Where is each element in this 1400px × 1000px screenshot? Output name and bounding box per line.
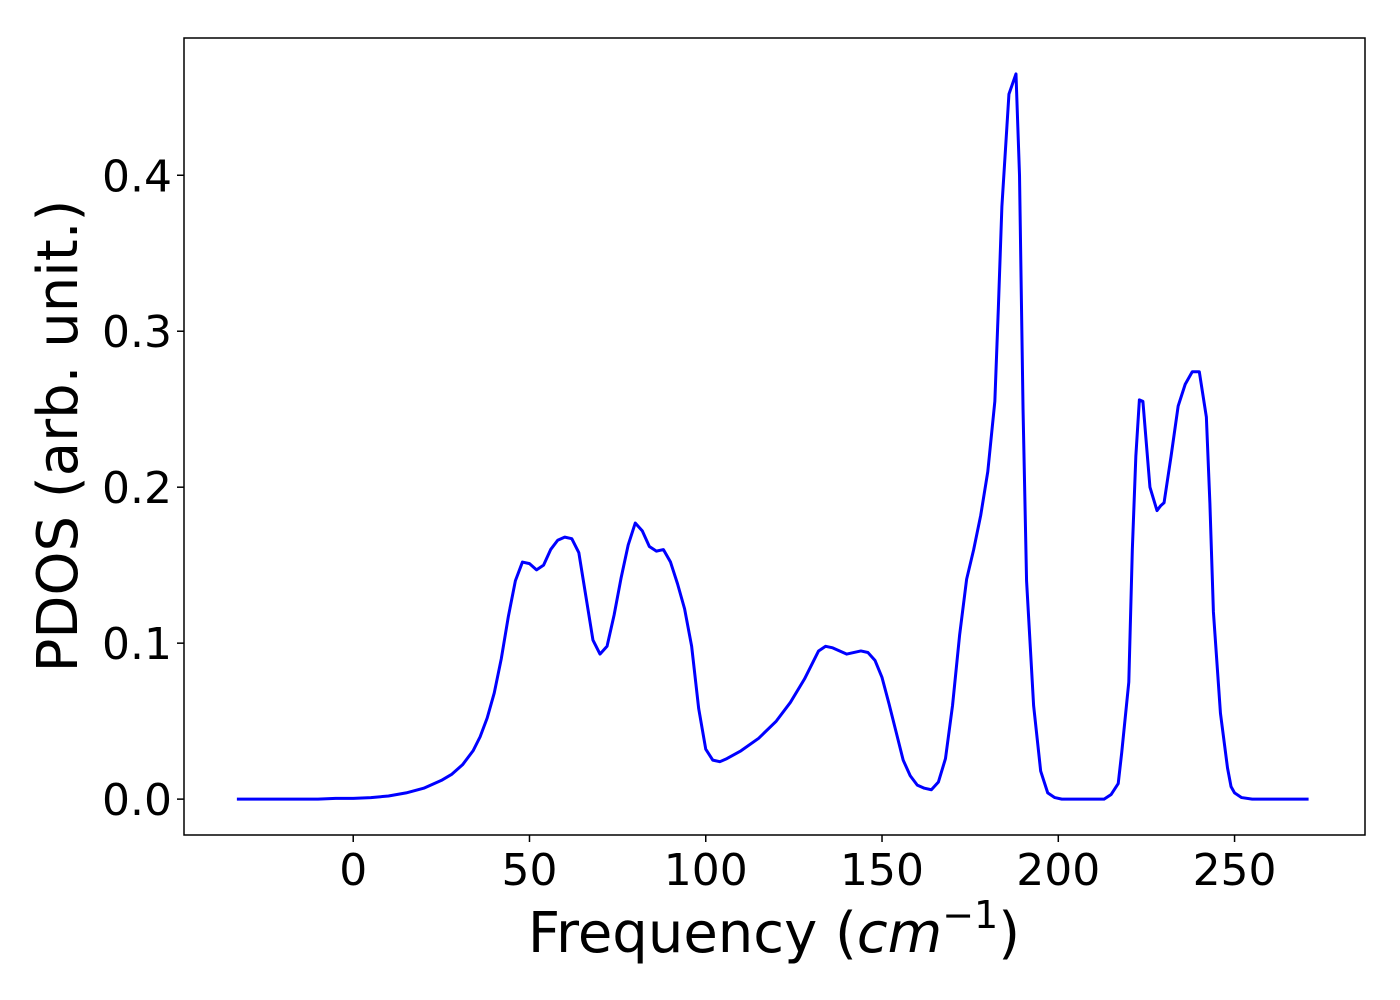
x-tick-label: 100 xyxy=(664,845,748,896)
plot-series-group xyxy=(236,72,1309,801)
y-tick-label: 0.2 xyxy=(102,463,172,514)
x-axis-label: Frequency (cm−1) xyxy=(528,893,1020,966)
y-tick-label: 0.0 xyxy=(102,775,172,826)
x-tick-label: 250 xyxy=(1193,845,1277,896)
x-tick-label: 0 xyxy=(339,845,367,896)
x-tick-label: 200 xyxy=(1016,845,1100,896)
y-tick-label: 0.3 xyxy=(102,307,172,358)
x-tick-label: 50 xyxy=(501,845,557,896)
x-axis-label-text: Frequency ( xyxy=(528,901,857,966)
y-tick-label: 0.1 xyxy=(102,619,172,670)
x-axis-label-exponent: −1 xyxy=(942,893,998,937)
y-axis-ticks: 0.0 0.1 0.2 0.3 0.4 xyxy=(102,151,184,826)
series-line-0 xyxy=(236,72,1309,801)
y-axis-label: PDOS (arb. unit.) xyxy=(26,200,91,673)
y-tick-label: 0.4 xyxy=(102,151,172,202)
x-axis-ticks: 0 50 100 150 200 250 xyxy=(339,835,1277,896)
x-tick-label: 150 xyxy=(840,845,924,896)
plot-area-frame xyxy=(183,37,1366,836)
x-axis-label-close: ) xyxy=(998,901,1020,966)
x-axis-label-math: cm xyxy=(857,901,942,966)
